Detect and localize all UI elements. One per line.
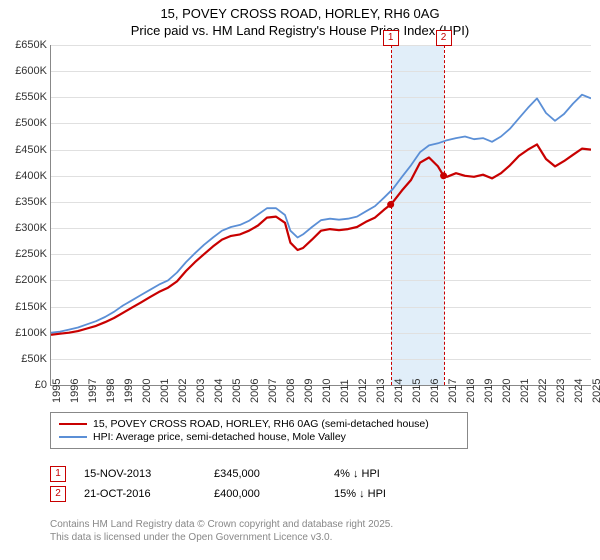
attribution-line-2: This data is licensed under the Open Gov… (50, 531, 393, 544)
y-axis-label: £0 (2, 379, 47, 391)
legend-item: 15, POVEY CROSS ROAD, HORLEY, RH6 0AG (s… (59, 418, 459, 430)
legend-box: 15, POVEY CROSS ROAD, HORLEY, RH6 0AG (s… (50, 412, 468, 449)
transaction-price: £400,000 (214, 488, 334, 500)
transaction-row: 2 21-OCT-2016£400,00015% ↓ HPI (50, 486, 484, 502)
transaction-date: 21-OCT-2016 (84, 488, 214, 500)
marker-index-box: 2 (436, 30, 452, 46)
series-hpi (51, 95, 591, 333)
transaction-pct: 15% ↓ HPI (334, 488, 484, 500)
y-axis-label: £350K (2, 196, 47, 208)
y-axis-label: £50K (2, 353, 47, 365)
marker-dot (440, 172, 447, 179)
title-line-1: 15, POVEY CROSS ROAD, HORLEY, RH6 0AG (0, 6, 600, 23)
series-svg (51, 45, 591, 385)
transaction-index-box: 1 (50, 466, 66, 482)
transaction-date: 15-NOV-2013 (84, 468, 214, 480)
title-line-2: Price paid vs. HM Land Registry's House … (0, 23, 600, 40)
attribution-text: Contains HM Land Registry data © Crown c… (50, 518, 393, 544)
y-axis-label: £300K (2, 222, 47, 234)
transaction-pct: 4% ↓ HPI (334, 468, 484, 480)
series-price_paid (51, 144, 591, 334)
legend-label: HPI: Average price, semi-detached house,… (93, 431, 346, 443)
legend-swatch (59, 436, 87, 438)
y-axis-label: £100K (2, 327, 47, 339)
transaction-table: 1 15-NOV-2013£345,0004% ↓ HPI 2 21-OCT-2016… (50, 462, 484, 506)
transaction-row: 1 15-NOV-2013£345,0004% ↓ HPI (50, 466, 484, 482)
chart-plot-area: £0£50K£100K£150K£200K£250K£300K£350K£400… (50, 45, 591, 386)
chart-title: 15, POVEY CROSS ROAD, HORLEY, RH6 0AG Pr… (0, 0, 600, 40)
attribution-line-1: Contains HM Land Registry data © Crown c… (50, 518, 393, 531)
y-axis-label: £600K (2, 65, 47, 77)
legend-swatch (59, 423, 87, 425)
y-axis-label: £550K (2, 91, 47, 103)
y-axis-label: £200K (2, 274, 47, 286)
y-axis-label: £650K (2, 39, 47, 51)
legend-item: HPI: Average price, semi-detached house,… (59, 431, 459, 443)
y-axis-label: £500K (2, 117, 47, 129)
y-axis-label: £150K (2, 301, 47, 313)
marker-index-box: 1 (383, 30, 399, 46)
y-axis-label: £250K (2, 248, 47, 260)
legend-label: 15, POVEY CROSS ROAD, HORLEY, RH6 0AG (s… (93, 418, 429, 430)
transaction-index-box: 2 (50, 486, 66, 502)
x-axis-label: 2025 (591, 379, 600, 403)
marker-dot (387, 201, 394, 208)
transaction-price: £345,000 (214, 468, 334, 480)
y-axis-label: £450K (2, 144, 47, 156)
y-axis-label: £400K (2, 170, 47, 182)
